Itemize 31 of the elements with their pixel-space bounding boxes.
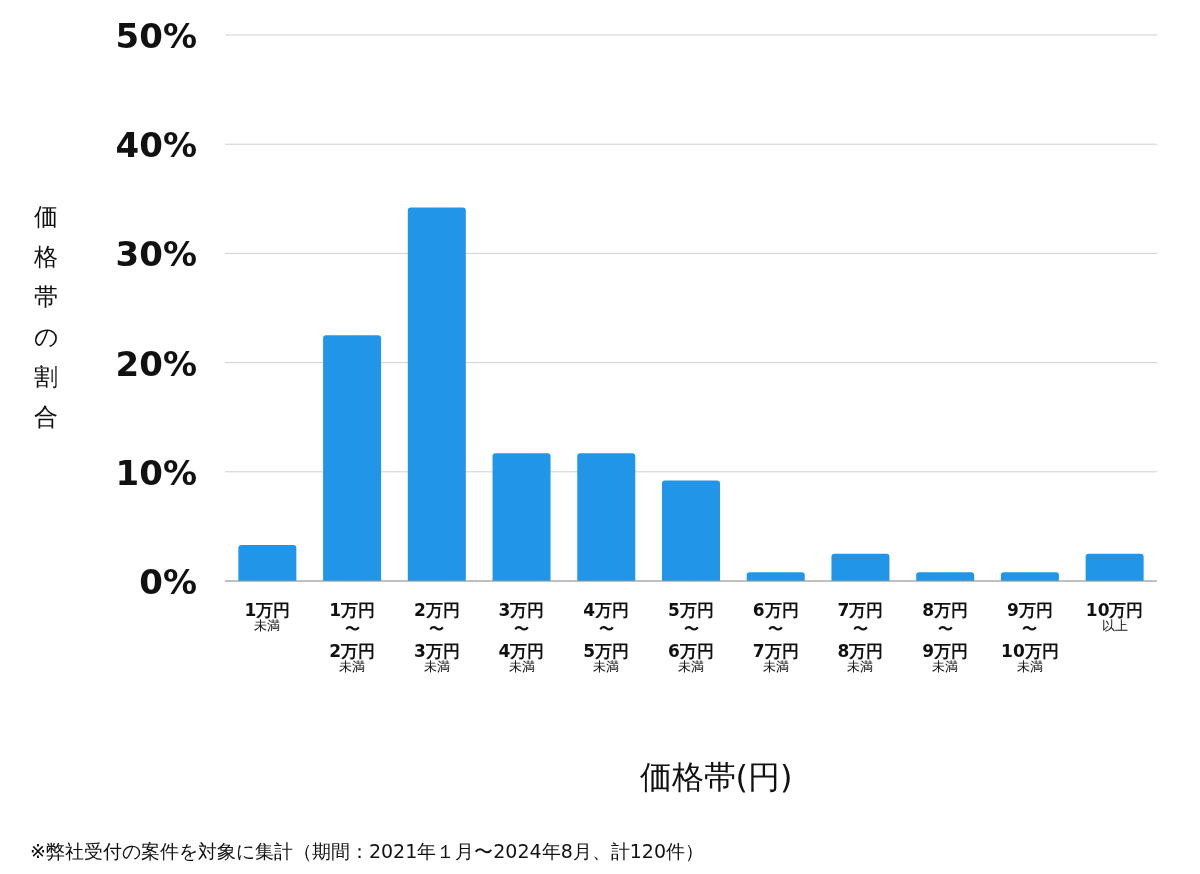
text: ※弊社受付の案件を対象に集計（期間：2021年１月〜2024年8月、計120件）: [30, 840, 704, 862]
x-tick-label: 1万円〜2万円未満: [329, 600, 376, 674]
bar: [407, 207, 466, 581]
bar: [1085, 553, 1144, 581]
bar: [746, 572, 805, 581]
x-tick-label: 5万円〜6万円未満: [668, 600, 714, 674]
bar: [492, 453, 551, 581]
x-tick-label: 6万円〜7万円未満: [752, 600, 799, 674]
bar: [1000, 572, 1059, 581]
bar: [662, 480, 720, 581]
y-tick-label: 40%: [115, 125, 197, 166]
y-axis-title: 価格帯の割合: [33, 203, 59, 431]
y-tick-label: 20%: [115, 343, 197, 384]
bar: [238, 544, 297, 581]
y-tick-label: 0%: [139, 562, 197, 602]
y-tick-label: 30%: [115, 234, 197, 275]
bar: [831, 553, 890, 581]
x-tick-label: 9万円〜10万円未満: [1001, 600, 1059, 674]
x-tick-label: 1万円未満: [244, 600, 291, 633]
x-tick-label: 2万円〜3万円未満: [413, 600, 460, 674]
x-tick-label: 3万円〜4万円未満: [498, 600, 545, 674]
y-tick-label: 50%: [115, 16, 197, 56]
x-tick-label: 8万円〜9万円未満: [922, 600, 969, 674]
x-tick-label: 4万円〜5万円未満: [583, 600, 630, 674]
bar: [323, 335, 382, 581]
bar: [577, 453, 636, 581]
y-tick-label: 10%: [115, 452, 197, 493]
x-tick-label: 7万円〜8万円未満: [837, 600, 884, 674]
x-tick-label: 10万円以上: [1085, 600, 1144, 633]
x-axis-title: 価格帯(円): [639, 758, 793, 796]
bar: [916, 572, 975, 581]
